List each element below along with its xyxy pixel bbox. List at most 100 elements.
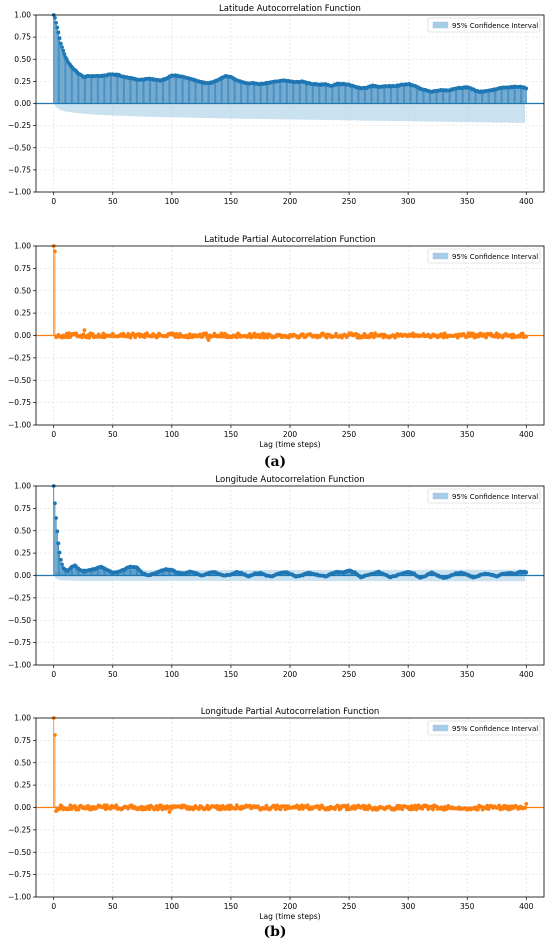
legend-label: 95% Confidence Interval bbox=[452, 493, 538, 501]
data-point bbox=[524, 570, 529, 575]
data-point bbox=[90, 332, 95, 336]
x-tick-label: 250 bbox=[342, 197, 357, 206]
x-tick-label: 250 bbox=[342, 902, 357, 911]
panel-label-a: (a) bbox=[263, 454, 287, 470]
data-point bbox=[60, 562, 64, 567]
y-tick-label: −0.75 bbox=[8, 870, 31, 879]
chart-title: Longitude Autocorrelation Function bbox=[215, 475, 364, 485]
legend-swatch bbox=[432, 21, 449, 29]
x-tick-label: 300 bbox=[401, 902, 416, 911]
x-tick-label: 400 bbox=[519, 902, 534, 911]
y-tick-label: 0.50 bbox=[14, 526, 31, 535]
x-tick-label: 200 bbox=[283, 197, 298, 206]
x-tick-label: 50 bbox=[108, 902, 118, 911]
legend-swatch bbox=[432, 724, 449, 732]
data-point bbox=[252, 331, 257, 336]
x-tick-label: 200 bbox=[283, 902, 298, 911]
data-point bbox=[204, 331, 209, 336]
y-tick-label: 0.75 bbox=[14, 264, 31, 273]
x-tick-label: 400 bbox=[519, 430, 534, 439]
data-point bbox=[524, 86, 529, 91]
x-tick-label: 350 bbox=[460, 902, 475, 911]
x-tick-label: 250 bbox=[342, 670, 357, 679]
data-point bbox=[56, 30, 61, 35]
data-point bbox=[484, 335, 489, 340]
legend-box bbox=[427, 720, 541, 736]
data-point bbox=[234, 335, 239, 340]
y-tick-label: −1.00 bbox=[8, 893, 31, 902]
x-tick-label: 100 bbox=[165, 902, 180, 911]
legend-box bbox=[427, 17, 541, 33]
y-tick-label: 0.25 bbox=[14, 77, 31, 86]
data-point bbox=[301, 332, 305, 337]
data-point bbox=[54, 516, 58, 520]
x-tick-label: 300 bbox=[401, 197, 416, 206]
data-point bbox=[247, 331, 252, 336]
data-point bbox=[87, 335, 92, 340]
x-tick-label: 150 bbox=[224, 902, 239, 911]
data-point bbox=[477, 334, 481, 339]
data-point bbox=[265, 335, 270, 340]
data-point bbox=[156, 806, 161, 811]
y-tick-label: −0.75 bbox=[8, 398, 31, 407]
y-tick-label: 0.00 bbox=[14, 99, 31, 108]
x-tick-label: 100 bbox=[165, 670, 180, 679]
data-point bbox=[518, 334, 523, 339]
data-point bbox=[167, 810, 172, 814]
y-tick-label: −0.50 bbox=[8, 143, 31, 152]
y-tick-label: 0.00 bbox=[14, 803, 31, 812]
data-point bbox=[142, 335, 147, 340]
chart-2: 0 50 100 150 200 250 300 350 400 −1.00 −0.75 −0.50 −… bbox=[8, 235, 545, 449]
y-tick-label: 0.75 bbox=[14, 33, 31, 42]
chart-title: Latitude Autocorrelation Function bbox=[219, 4, 361, 14]
data-point bbox=[76, 807, 81, 812]
chart-4: 0 50 100 150 200 250 300 350 400 −1.00 −0.75 −0.50 −… bbox=[8, 707, 545, 921]
data-point bbox=[200, 334, 205, 339]
x-tick-label: 50 bbox=[108, 430, 118, 439]
data-point bbox=[62, 52, 67, 56]
data-point bbox=[68, 335, 73, 339]
data-point bbox=[205, 803, 210, 808]
x-tick-label: 200 bbox=[283, 670, 298, 679]
data-point bbox=[74, 331, 79, 336]
chart-title: Longitude Partial Autocorrelation Functi… bbox=[201, 707, 380, 717]
legend-box bbox=[427, 488, 541, 504]
data-point bbox=[82, 328, 87, 333]
data-point bbox=[114, 803, 119, 808]
legend-box bbox=[427, 248, 541, 264]
y-tick-label: 0.75 bbox=[14, 736, 31, 745]
y-tick-label: 0.00 bbox=[14, 331, 31, 340]
y-tick-label: −1.00 bbox=[8, 421, 31, 430]
data-point bbox=[61, 48, 66, 53]
x-tick-label: 350 bbox=[460, 430, 475, 439]
x-tick-label: 50 bbox=[108, 197, 118, 206]
x-axis-label: Lag (time steps) bbox=[259, 440, 320, 449]
data-point bbox=[278, 807, 283, 812]
data-point bbox=[262, 335, 266, 340]
panel-label-b: (b) bbox=[263, 924, 287, 940]
data-point bbox=[58, 557, 63, 562]
x-tick-label: 150 bbox=[224, 197, 239, 206]
y-tick-label: 0.25 bbox=[14, 781, 31, 790]
y-tick-label: 0.50 bbox=[14, 758, 31, 767]
x-tick-label: 400 bbox=[519, 197, 534, 206]
data-point bbox=[57, 550, 62, 555]
y-tick-label: 0.75 bbox=[14, 504, 31, 513]
data-point bbox=[53, 501, 57, 506]
data-point bbox=[53, 733, 57, 737]
data-point bbox=[55, 529, 60, 534]
data-point bbox=[81, 332, 86, 337]
y-tick-label: −0.50 bbox=[8, 616, 31, 625]
data-point bbox=[345, 803, 350, 808]
x-axis-label: Lag (time steps) bbox=[259, 912, 320, 921]
x-tick-label: 100 bbox=[165, 197, 180, 206]
data-point bbox=[367, 335, 372, 340]
legend-swatch bbox=[432, 492, 449, 500]
data-point bbox=[431, 807, 435, 812]
x-tick-label: 300 bbox=[401, 430, 416, 439]
data-point bbox=[73, 804, 77, 808]
data-point bbox=[305, 803, 310, 808]
data-point bbox=[363, 804, 368, 809]
y-tick-label: −0.50 bbox=[8, 376, 31, 385]
data-point bbox=[108, 806, 113, 811]
